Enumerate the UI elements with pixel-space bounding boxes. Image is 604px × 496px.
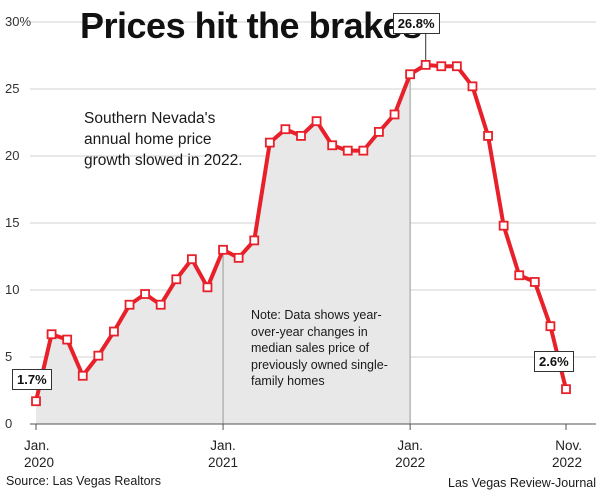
data-point <box>46 329 57 340</box>
y-tick-label: 20 <box>5 148 19 163</box>
data-point <box>233 252 244 263</box>
data-point <box>77 370 88 381</box>
data-point <box>264 137 275 148</box>
shade-2021 <box>223 74 411 424</box>
data-point <box>561 384 571 395</box>
data-point <box>498 220 509 231</box>
data-point <box>483 130 493 141</box>
y-tick-label: 25 <box>5 81 19 96</box>
chart-subtitle: Southern Nevada's annual home price grow… <box>84 110 243 169</box>
last-value-callout: 2.6% <box>534 351 574 373</box>
y-tick-label: 15 <box>5 215 19 230</box>
data-point <box>451 61 462 72</box>
data-point <box>358 145 369 156</box>
data-point <box>249 235 260 246</box>
x-tick-label: Jan. <box>210 438 236 453</box>
data-point <box>436 61 447 72</box>
data-point <box>202 282 213 293</box>
data-point <box>529 277 540 287</box>
peak-value-callout: 26.8% <box>392 12 440 34</box>
data-point <box>124 299 135 310</box>
chart-title: Prices hit the brakes <box>80 5 422 46</box>
data-point <box>109 326 119 337</box>
data-point <box>545 321 556 332</box>
chart-source: Source: Las Vegas Realtors <box>6 474 161 488</box>
data-point <box>218 244 228 255</box>
y-tick-label: 10 <box>5 282 19 297</box>
x-tick-label: 2020 <box>24 455 54 470</box>
data-point <box>62 334 73 345</box>
data-point <box>280 124 291 135</box>
data-point <box>296 130 306 141</box>
chart-credit: Las Vegas Review-Journal <box>448 476 596 490</box>
data-point <box>311 116 322 127</box>
data-point <box>467 81 478 92</box>
y-tick-label: 5 <box>5 349 12 364</box>
x-tick-label: Nov. <box>555 438 582 453</box>
y-tick-label: 0 <box>5 416 12 431</box>
data-point <box>140 289 151 299</box>
data-point <box>171 274 182 285</box>
x-tick-label: 2021 <box>208 455 238 470</box>
x-tick-label: Jan. <box>397 438 423 453</box>
data-point <box>155 299 166 310</box>
x-tick-label: 2022 <box>552 455 582 470</box>
x-tick-label: Jan. <box>24 438 50 453</box>
x-tick-label: 2022 <box>395 455 425 470</box>
y-tick-label: 30% <box>5 14 31 29</box>
data-point <box>342 145 353 156</box>
data-point <box>374 126 384 137</box>
data-point <box>31 396 41 407</box>
data-point <box>420 59 431 70</box>
data-point <box>186 254 197 265</box>
data-point <box>327 140 338 151</box>
chart-note: Note: Data shows year-over-year changes … <box>251 308 388 388</box>
data-point <box>389 109 400 120</box>
first-value-callout: 1.7% <box>12 369 52 391</box>
data-point <box>93 350 104 361</box>
data-point <box>405 69 416 80</box>
data-point <box>514 270 525 281</box>
